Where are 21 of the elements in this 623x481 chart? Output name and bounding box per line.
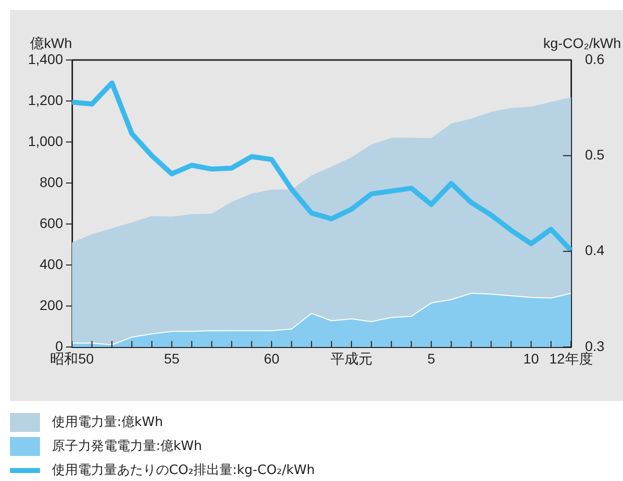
y-tick-label: 1,200 bbox=[28, 92, 64, 108]
legend-label: 使用電力量:億kWh bbox=[52, 414, 164, 431]
y-tick-label: 200 bbox=[40, 296, 64, 313]
legend-label: 使用電力量あたりのCO₂排出量:kg-CO₂/kWh bbox=[52, 462, 315, 479]
y2-axis-title: kg-CO₂/kWh bbox=[543, 35, 621, 51]
x-tick-label: 平成元 bbox=[330, 350, 372, 366]
x-tick-label: 10 bbox=[523, 350, 540, 366]
y2-tick-label: 0.6 bbox=[585, 50, 605, 67]
y-tick-label: 1,400 bbox=[28, 50, 64, 67]
x-tick-label: 12年度 bbox=[549, 350, 593, 366]
legend-label: 原子力発電電力量:億kWh bbox=[52, 438, 202, 455]
x-tick-label: 60 bbox=[264, 350, 280, 366]
y-tick-label: 800 bbox=[40, 174, 64, 190]
x-tick-label: 5 bbox=[427, 350, 436, 366]
y-axis-title: 億kWh bbox=[30, 35, 72, 51]
y2-tick-label: 0.4 bbox=[585, 242, 605, 258]
x-tick-label: 55 bbox=[164, 350, 180, 366]
y-tick-label: 1,000 bbox=[28, 132, 64, 149]
y2-tick-label: 0.5 bbox=[585, 146, 605, 163]
y-tick-label: 400 bbox=[40, 256, 64, 272]
y-tick-label: 600 bbox=[40, 214, 64, 231]
